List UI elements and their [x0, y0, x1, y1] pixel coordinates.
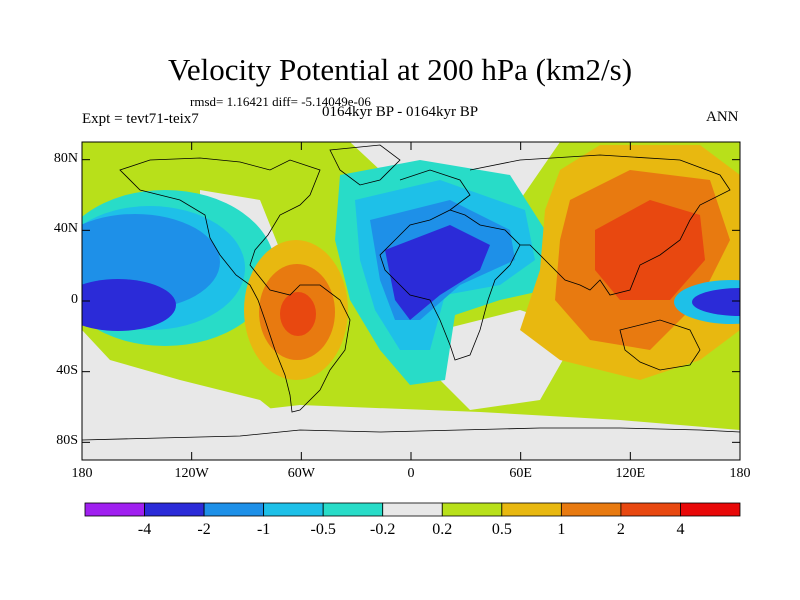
colorbar-label: 2	[616, 521, 625, 538]
experiment-label: Expt = tevt71-teix7	[82, 111, 199, 127]
colorbar-swatch	[382, 502, 443, 517]
colorbar-label: 4	[676, 521, 685, 538]
colorbar-label: 0.2	[432, 521, 453, 538]
lat-tick-label: 80N	[53, 150, 78, 166]
lat-tick-label: 40N	[53, 221, 78, 237]
colorbar-swatch	[501, 502, 562, 517]
lat-tick-label: 80S	[56, 433, 78, 449]
colorbar-label: -0.2	[370, 521, 396, 538]
colorbar-label: -1	[256, 521, 271, 538]
contour-fill	[82, 142, 740, 460]
chart-title: Velocity Potential at 200 hPa (km2/s)	[167, 52, 633, 87]
colorbar-swatch	[263, 502, 324, 517]
colorbar-label: -4	[137, 521, 152, 538]
axis-ticks	[81, 142, 741, 460]
lon-tick-label: 0	[407, 466, 415, 481]
colorbar-label: 1	[557, 521, 566, 538]
colorbar-label: 0.5	[491, 521, 512, 538]
colorbar-swatch	[620, 502, 681, 517]
lat-tick-label: 0	[71, 292, 78, 307]
colorbar-swatch	[203, 502, 265, 517]
lat-tick-label: 40S	[56, 362, 78, 378]
period-label: 0164kyr BP - 0164kyr BP	[322, 104, 479, 120]
coastlines	[82, 144, 740, 441]
colorbar-label: -0.5	[310, 521, 336, 538]
lon-tick-label: 120W	[174, 466, 209, 481]
colorbar-swatch	[322, 502, 384, 517]
lon-tick-label: 60W	[287, 466, 315, 481]
lon-tick-label: 180	[729, 466, 751, 481]
season-label: ANN	[706, 109, 739, 125]
colorbar-swatch	[144, 502, 205, 517]
colorbar-swatch	[441, 502, 503, 517]
lon-tick-label: 180	[71, 466, 93, 481]
lon-tick-label: 60E	[509, 466, 532, 481]
colorbar-swatch	[84, 502, 145, 517]
colorbar-label: -2	[197, 521, 211, 538]
stats-text: rmsd= 1.16421 diff= -5.14049e-06	[190, 94, 371, 109]
lon-tick-label: 120E	[615, 466, 646, 481]
colorbar-swatch	[560, 502, 622, 517]
colorbar-swatch	[680, 502, 741, 517]
